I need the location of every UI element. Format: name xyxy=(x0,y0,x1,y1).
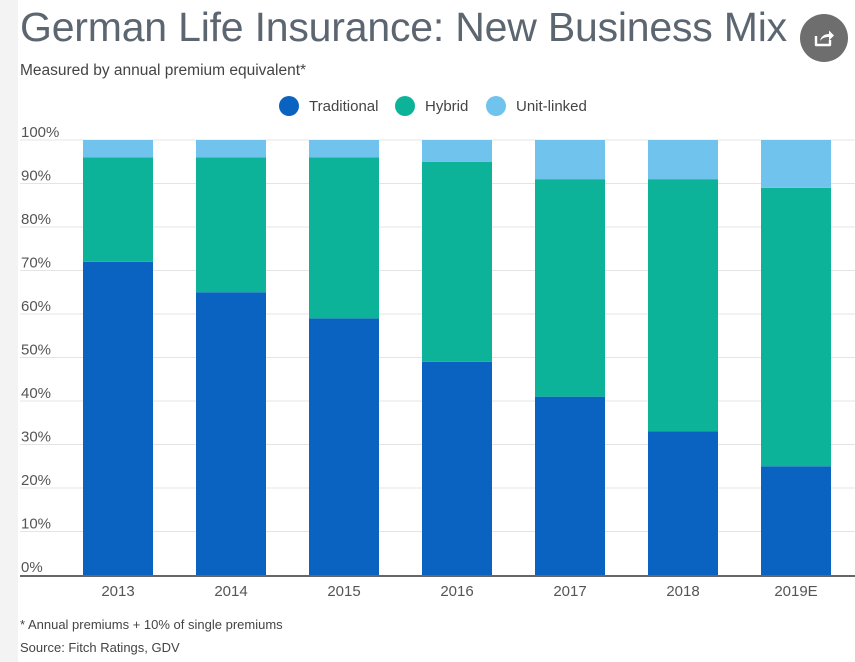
x-tick-label: 2019E xyxy=(774,583,817,600)
chart-subtitle: Measured by annual premium equivalent* xyxy=(20,62,307,79)
bar-traditional-2018 xyxy=(648,431,718,575)
chart-title: German Life Insurance: New Business Mix xyxy=(20,4,787,50)
legend-item-hybrid[interactable]: Hybrid xyxy=(395,96,468,116)
legend-dot-unit-linked xyxy=(486,96,506,116)
source-note: Source: Fitch Ratings, GDV xyxy=(20,640,180,655)
bar-unit-linked-2017 xyxy=(535,140,605,180)
legend-label-hybrid: Hybrid xyxy=(425,97,469,115)
y-tick-label: 80% xyxy=(21,211,51,228)
y-tick-label: 70% xyxy=(21,255,51,272)
bar-hybrid-2016 xyxy=(422,161,492,362)
left-margin-strip xyxy=(0,0,18,662)
x-tick-label: 2013 xyxy=(101,583,134,600)
bar-traditional-2014 xyxy=(196,292,266,575)
share-icon xyxy=(814,30,834,47)
bar-hybrid-2015 xyxy=(309,157,379,319)
x-tick-label: 2018 xyxy=(666,583,699,600)
bar-unit-linked-2015 xyxy=(309,140,379,158)
legend-label-traditional: Traditional xyxy=(309,97,379,115)
y-tick-label: 90% xyxy=(21,168,51,185)
y-tick-label: 30% xyxy=(21,429,51,446)
bar-hybrid-2014 xyxy=(196,157,266,293)
bar-hybrid-2017 xyxy=(535,179,605,397)
bar-hybrid-2018 xyxy=(648,179,718,432)
bar-unit-linked-2018 xyxy=(648,140,718,180)
bar-unit-linked-2013 xyxy=(83,140,153,158)
legend-dot-hybrid xyxy=(395,96,415,116)
bar-unit-linked-2019e xyxy=(761,140,831,188)
y-tick-label: 60% xyxy=(21,298,51,315)
bar-hybrid-2013 xyxy=(83,157,153,262)
bar-hybrid-2019e xyxy=(761,187,831,467)
legend-item-traditional[interactable]: Traditional xyxy=(279,96,378,116)
bar-traditional-2016 xyxy=(422,361,492,575)
bar-unit-linked-2014 xyxy=(196,140,266,158)
legend-dot-traditional xyxy=(279,96,299,116)
share-button[interactable] xyxy=(800,14,848,62)
x-tick-label: 2016 xyxy=(440,583,473,600)
x-tick-label: 2014 xyxy=(214,583,247,600)
bar-traditional-2015 xyxy=(309,318,379,575)
legend-item-unit-linked[interactable]: Unit-linked xyxy=(486,96,587,116)
legend-label-unit-linked: Unit-linked xyxy=(516,97,587,115)
x-tick-label: 2017 xyxy=(553,583,586,600)
y-tick-label: 10% xyxy=(21,516,51,533)
bar-traditional-2017 xyxy=(535,396,605,575)
footnote: * Annual premiums + 10% of single premiu… xyxy=(20,617,283,632)
bar-traditional-2019e xyxy=(761,466,831,575)
bar-traditional-2013 xyxy=(83,261,153,575)
bar-unit-linked-2016 xyxy=(422,140,492,162)
y-tick-label: 20% xyxy=(21,472,51,489)
y-tick-label: 40% xyxy=(21,385,51,402)
x-tick-label: 2015 xyxy=(327,583,360,600)
y-tick-label: 100% xyxy=(21,124,59,141)
y-tick-label: 0% xyxy=(21,559,43,576)
y-tick-label: 50% xyxy=(21,342,51,359)
chart-legend: Traditional Hybrid Unit-linked xyxy=(0,96,855,118)
